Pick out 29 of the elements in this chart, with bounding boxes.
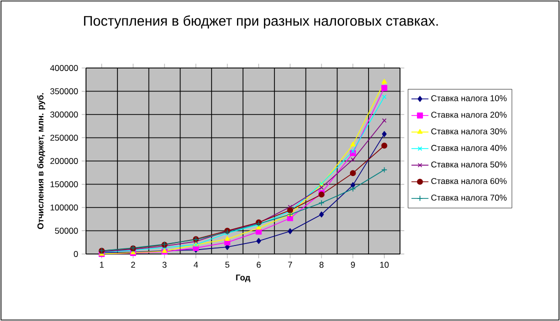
y-tick-label: 300000	[50, 112, 78, 118]
y-tick-label: 100000	[50, 204, 78, 210]
y-tick-label: 400000	[50, 65, 78, 71]
chart-title: Поступления в бюджет при разных налоговых ставках.	[84, 15, 438, 29]
y-axis-title: Отчисления в бюджет, млн. руб.	[37, 93, 46, 230]
y-tick-label: 50000	[55, 228, 78, 234]
y-tick-label: 250000	[50, 134, 78, 141]
x-tick-label: 6	[256, 262, 261, 268]
legend-label: Ставка налога 50%	[431, 161, 507, 168]
x-tick-label: 9	[350, 262, 355, 268]
legend-label: Ставка налога 30%	[431, 128, 507, 134]
x-tick-label: 2	[131, 262, 136, 268]
y-tick-label: 350000	[50, 88, 78, 94]
x-tick-label: 10	[380, 262, 389, 268]
x-tick-label: 7	[288, 262, 292, 268]
x-tick-label: 8	[320, 262, 324, 268]
legend-label: Ставка налога 10%	[431, 95, 507, 102]
legend-label: Ставка налога 40%	[431, 144, 507, 151]
x-tick-label: 5	[225, 262, 230, 268]
legend-label: Ставка налога 60%	[431, 178, 507, 184]
legend-label: Ставка налога 20%	[431, 112, 507, 118]
x-tick-label: 3	[162, 262, 166, 268]
y-tick-label: 150000	[50, 181, 78, 188]
y-tick-label: 0	[74, 251, 78, 257]
x-axis-title: Год	[236, 274, 250, 282]
y-tick-label: 200000	[50, 158, 78, 164]
x-tick-label: 4	[194, 262, 198, 268]
x-tick-label: 1	[100, 262, 104, 268]
legend-label: Ставка налога 70%	[431, 194, 507, 201]
